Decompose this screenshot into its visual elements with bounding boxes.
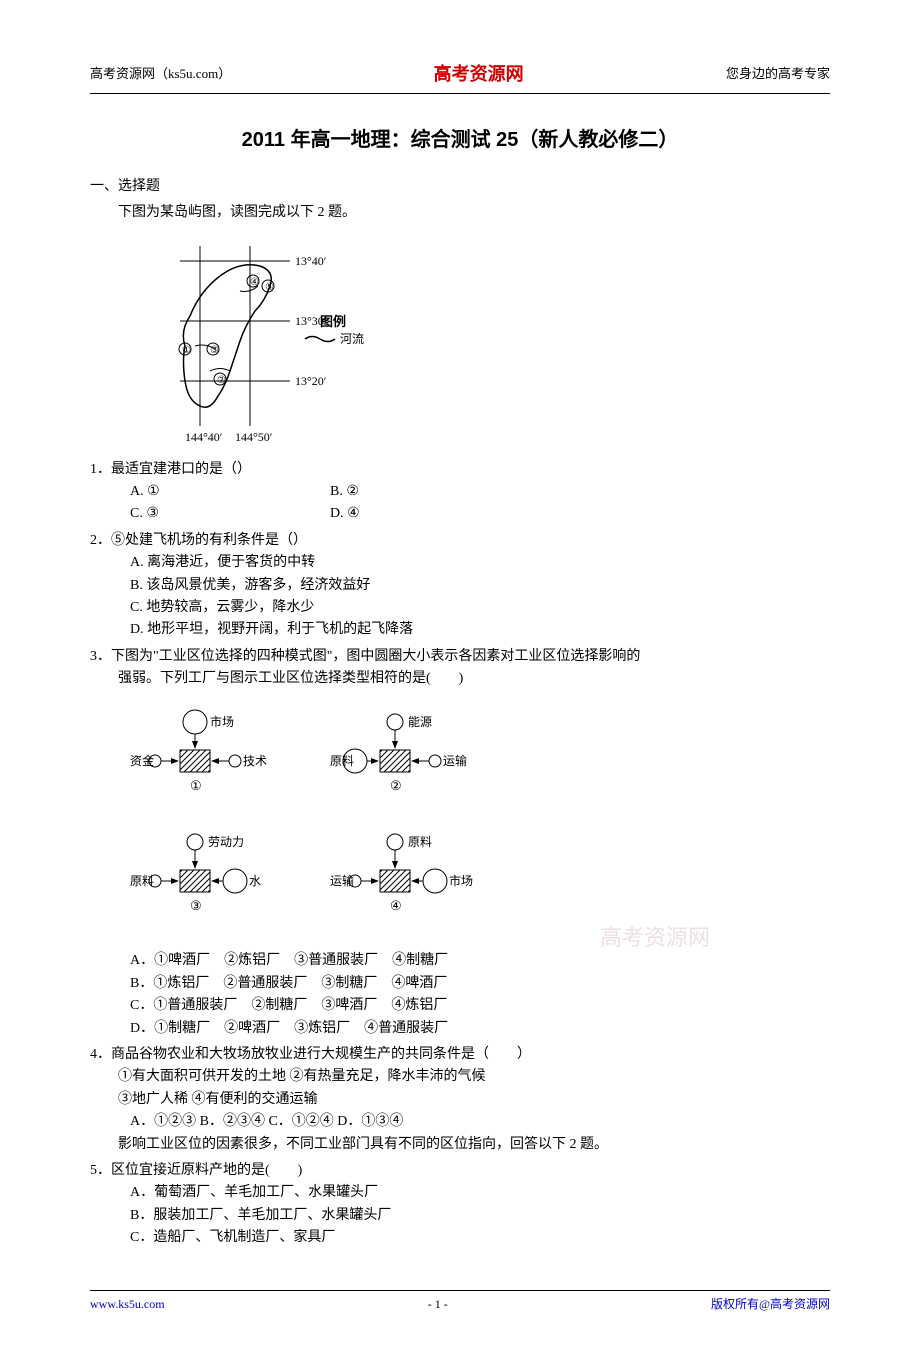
question-5: 5．区位宜接近原料产地的是( ) A．葡萄酒厂、羊毛加工厂、水果罐头厂 B．服装…: [90, 1160, 830, 1250]
q1-text: 1．最适宜建港口的是（）: [90, 459, 830, 481]
svg-text:技术: 技术: [243, 754, 267, 768]
footer-right: 版权所有@高考资源网: [711, 1295, 830, 1314]
q1-opt-b: B. ②: [330, 481, 530, 503]
svg-text:②: ②: [217, 375, 226, 386]
lat-label-3: 13°20′: [295, 374, 327, 388]
q5-opt-b: B．服装加工厂、羊毛加工厂、水果罐头厂: [130, 1205, 830, 1227]
svg-text:能源: 能源: [408, 715, 432, 729]
q1-opt-d: D. ④: [330, 503, 530, 525]
svg-text:水: 水: [249, 874, 261, 888]
svg-text:原料: 原料: [130, 874, 154, 888]
svg-text:运输: 运输: [330, 873, 354, 888]
q3-opt-a: A．①啤酒厂 ②炼铝厂 ③普通服装厂 ④制糖厂: [130, 950, 830, 972]
page-title: 2011 年高一地理：综合测试 25（新人教必修二）: [90, 124, 830, 156]
q5-text: 5．区位宜接近原料产地的是( ): [90, 1160, 830, 1182]
q5-opt-a: A．葡萄酒厂、羊毛加工厂、水果罐头厂: [130, 1182, 830, 1204]
svg-text:②: ②: [390, 778, 402, 793]
svg-text:市场: 市场: [449, 873, 473, 888]
header-center-logo: 高考资源网: [434, 60, 524, 89]
q5-opt-c: C．造船厂、飞机制造厂、家具厂: [130, 1227, 830, 1249]
q2-text: 2．⑤处建飞机场的有利条件是（）: [90, 530, 830, 552]
header-left: 高考资源网（ks5u.com）: [90, 64, 231, 85]
lon-label-1: 144°40′: [185, 430, 223, 444]
section-1-label: 一、选择题: [90, 176, 830, 198]
island-map-figure: 13°40′ 13°30′ 13°20′ 144°40′ 144°50′ ① ②…: [140, 231, 830, 451]
svg-text:③: ③: [210, 345, 219, 356]
svg-text:⑤: ⑤: [265, 282, 274, 293]
svg-text:①: ①: [190, 778, 202, 793]
svg-text:③: ③: [190, 898, 202, 913]
q1-opt-c: C. ③: [130, 503, 330, 525]
watermark: 高考资源网: [600, 920, 710, 955]
svg-text:市场: 市场: [210, 714, 234, 729]
q1-opt-a: A. ①: [130, 481, 330, 503]
q3-opt-b: B．①炼铝厂 ②普通服装厂 ③制糖厂 ④啤酒厂: [130, 973, 830, 995]
question-1: 1．最适宜建港口的是（） A. ① B. ② C. ③ D. ④: [90, 459, 830, 526]
intro-text-1: 下图为某岛屿图，读图完成以下 2 题。: [118, 202, 830, 224]
q4-cond1: ①有大面积可供开发的土地 ②有热量充足，降水丰沛的气候: [118, 1066, 830, 1088]
q2-opt-d: D. 地形平坦，视野开阔，利于飞机的起飞降落: [130, 619, 830, 641]
svg-text:④: ④: [250, 277, 259, 288]
q4-text: 4．商品谷物农业和大牧场放牧业进行大规模生产的共同条件是（ ）: [90, 1044, 830, 1066]
q4-cond2: ③地广人稀 ④有便利的交通运输: [118, 1089, 830, 1111]
question-3: 3．下图为"工业区位选择的四种模式图"，图中圆圈大小表示各因素对工业区位选择影响…: [90, 646, 830, 1040]
footer-left: www.ks5u.com: [90, 1295, 165, 1314]
industry-diagram: 市场 资金 技术 ① 能源 原料 运输: [90, 700, 830, 940]
question-4: 4．商品谷物农业和大牧场放牧业进行大规模生产的共同条件是（ ） ①有大面积可供开…: [90, 1044, 830, 1156]
q4-opts: A．①②③ B．②③④ C．①②④ D．①③④: [130, 1111, 830, 1133]
q3-text2: 强弱。下列工厂与图示工业区位选择类型相符的是( ): [118, 668, 830, 690]
svg-text:河流: 河流: [340, 332, 364, 346]
svg-text:劳动力: 劳动力: [208, 835, 244, 849]
header-right: 您身边的高考专家: [726, 64, 830, 85]
svg-text:①: ①: [182, 345, 191, 356]
footer-page-number: - 1 -: [428, 1295, 448, 1314]
q3-opt-d: D．①制糖厂 ②啤酒厂 ③炼铝厂 ④普通服装厂: [130, 1018, 830, 1040]
question-2: 2．⑤处建飞机场的有利条件是（） A. 离海港近，便于客货的中转 B. 该岛风景…: [90, 530, 830, 642]
q3-text: 3．下图为"工业区位选择的四种模式图"，图中圆圈大小表示各因素对工业区位选择影响…: [90, 646, 830, 668]
svg-text:运输: 运输: [443, 753, 467, 768]
q3-opt-c: C．①普通服装厂 ②制糖厂 ③啤酒厂 ④炼铝厂: [130, 995, 830, 1017]
q2-opt-c: C. 地势较高，云雾少，降水少: [130, 597, 830, 619]
q4-note: 影响工业区位的因素很多，不同工业部门具有不同的区位指向，回答以下 2 题。: [118, 1134, 830, 1156]
page-header: 高考资源网（ks5u.com） 高考资源网 您身边的高考专家: [90, 60, 830, 94]
svg-text:④: ④: [390, 898, 402, 913]
svg-text:资金: 资金: [130, 753, 154, 768]
lon-label-2: 144°50′: [235, 430, 273, 444]
q2-opt-a: A. 离海港近，便于客货的中转: [130, 552, 830, 574]
svg-text:原料: 原料: [330, 754, 354, 768]
svg-text:原料: 原料: [408, 835, 432, 849]
lat-label-1: 13°40′: [295, 254, 327, 268]
svg-text:图例: 图例: [320, 314, 346, 329]
q2-opt-b: B. 该岛风景优美，游客多，经济效益好: [130, 575, 830, 597]
